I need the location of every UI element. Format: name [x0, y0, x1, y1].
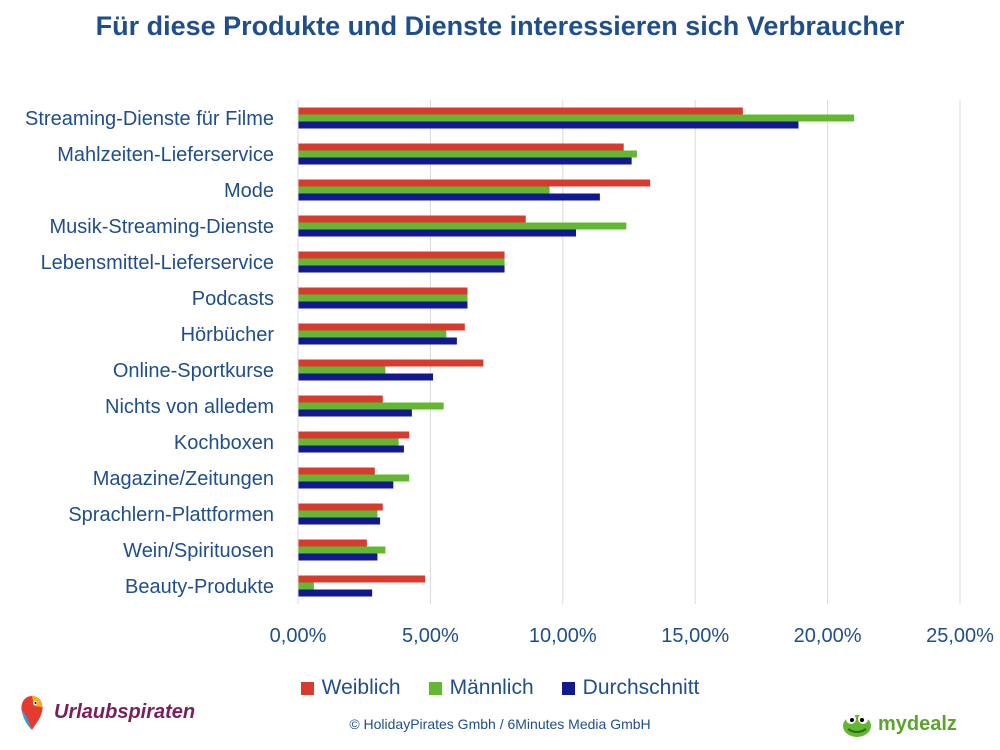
bar-durchschnitt — [298, 553, 378, 561]
bar-weiblich — [298, 143, 624, 151]
bar-durchschnitt — [298, 445, 404, 453]
bar-durchschnitt — [298, 193, 600, 201]
copyright-notice: © HolidayPirates Gmbh / 6Minutes Media G… — [349, 716, 651, 732]
category-label: Lebensmittel-Lieferservice — [41, 252, 274, 274]
bar-durchschnitt — [298, 481, 394, 489]
category-label: Streaming-Dienste für Filme — [25, 108, 274, 130]
bar-weiblich — [298, 287, 468, 295]
parrot-icon — [21, 696, 43, 730]
bar-weiblich — [298, 215, 526, 223]
bar-durchschnitt — [298, 373, 434, 381]
bar-maennlich — [298, 474, 410, 482]
bar-durchschnitt — [298, 265, 505, 273]
bar-weiblich — [298, 107, 743, 115]
category-label: Sprachlern-Plattformen — [68, 504, 274, 526]
mydealz-logo: mydealz — [842, 710, 957, 738]
bar-maennlich — [298, 366, 386, 374]
legend-label-durchschnitt: Durchschnitt — [582, 676, 700, 699]
bar-durchschnitt — [298, 409, 412, 417]
bar-maennlich — [298, 438, 399, 446]
bar-durchschnitt — [298, 589, 373, 597]
legend-item-durchschnitt: Durchschnitt — [561, 676, 700, 700]
x-tick-label: 25,00% — [926, 625, 994, 647]
bar-weiblich — [298, 251, 505, 259]
category-label: Podcasts — [192, 288, 274, 310]
bar-durchschnitt — [298, 301, 468, 309]
legend-item-maennlich: Männlich — [428, 676, 534, 700]
bar-durchschnitt — [298, 337, 457, 345]
bar-weiblich — [298, 539, 367, 547]
bar-maennlich — [298, 222, 627, 230]
bar-maennlich — [298, 258, 505, 266]
legend-item-weiblich: Weiblich — [300, 676, 401, 700]
bar-durchschnitt — [298, 517, 381, 525]
category-label: Nichts von alledem — [105, 396, 274, 418]
bar-maennlich — [298, 114, 855, 122]
chart-title: Für diese Produkte und Dienste interessi… — [95, 11, 905, 41]
bar-maennlich — [298, 582, 314, 590]
legend: Weiblich Männlich Durchschnitt — [0, 676, 1000, 700]
bar-durchschnitt — [298, 157, 632, 165]
bar-maennlich — [298, 330, 447, 338]
legend-label-maennlich: Männlich — [449, 676, 534, 699]
category-label: Beauty-Produkte — [125, 576, 274, 598]
category-label: Hörbücher — [181, 324, 275, 346]
legend-swatch-durchschnitt — [561, 681, 575, 695]
bar-weiblich — [298, 179, 651, 187]
legend-label-weiblich: Weiblich — [321, 676, 401, 699]
x-tick-label: 10,00% — [529, 625, 597, 647]
urlaubspiraten-logo: Urlaubspiraten — [14, 692, 195, 732]
mydealz-wordmark: mydealz — [878, 712, 957, 735]
x-tick-label: 0,00% — [270, 625, 327, 647]
bar-weiblich — [298, 575, 426, 583]
category-label: Kochboxen — [174, 432, 274, 454]
bar-weiblich — [298, 359, 484, 367]
bar-maennlich — [298, 294, 468, 302]
bar-durchschnitt — [298, 121, 799, 129]
bar-maennlich — [298, 186, 550, 194]
category-label: Wein/Spirituosen — [123, 540, 274, 562]
x-tick-label: 5,00% — [402, 625, 459, 647]
category-label: Mode — [224, 180, 274, 202]
bar-weiblich — [298, 503, 383, 511]
mydealz-crocodile-icon — [843, 714, 871, 737]
legend-swatch-maennlich — [428, 681, 442, 695]
x-tick-label: 20,00% — [794, 625, 862, 647]
category-label: Musik-Streaming-Dienste — [49, 216, 274, 238]
bar-weiblich — [298, 431, 410, 439]
category-label: Magazine/Zeitungen — [93, 468, 274, 490]
bar-weiblich — [298, 395, 383, 403]
bar-weiblich — [298, 323, 465, 331]
bar-maennlich — [298, 510, 378, 518]
bar-weiblich — [298, 467, 375, 475]
bar-maennlich — [298, 150, 637, 158]
bar-maennlich — [298, 546, 386, 554]
category-label: Online-Sportkurse — [113, 360, 274, 382]
bar-durchschnitt — [298, 229, 577, 237]
bar-maennlich — [298, 402, 444, 410]
urlaubspiraten-wordmark: Urlaubspiraten — [54, 700, 196, 723]
x-tick-label: 15,00% — [661, 625, 729, 647]
category-label: Mahlzeiten-Lieferservice — [57, 144, 274, 166]
legend-swatch-weiblich — [300, 681, 314, 695]
